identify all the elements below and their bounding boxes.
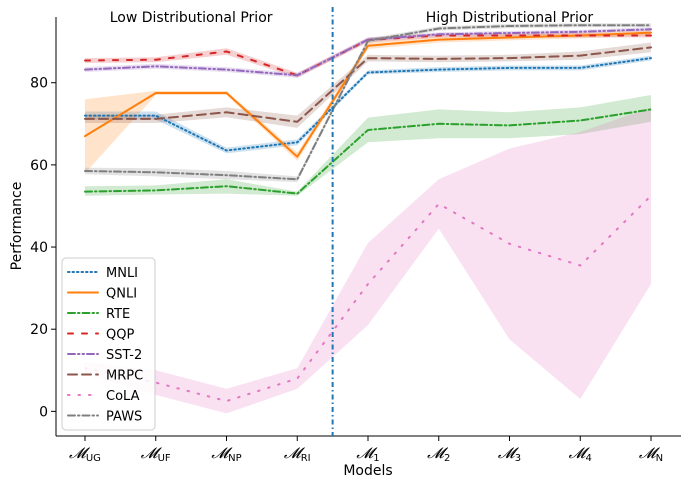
x-tick-label: 𝓜RI [284, 444, 311, 464]
y-axis-label: Performance [9, 182, 25, 271]
x-tick-label: 𝓜UF [141, 444, 171, 464]
y-tick-label: 0 [39, 404, 48, 420]
x-axis-label: Models [343, 463, 392, 479]
line-paws [84, 24, 652, 181]
line-rte [84, 108, 652, 195]
x-tick-label: 𝓜2 [427, 444, 450, 464]
legend-label-paws: PAWS [106, 410, 142, 425]
y-tick-label: 80 [30, 76, 48, 92]
line-qnli [84, 31, 652, 158]
band-rte [85, 95, 651, 196]
region-label: Low Distributional Prior [110, 10, 273, 26]
x-tick-label: 𝓜4 [569, 444, 592, 464]
x-ticks: 𝓜UG 𝓜UF 𝓜NP 𝓜RI 𝓜1 𝓜2 𝓜3 𝓜4 𝓜N [69, 436, 663, 464]
confidence-bands [85, 23, 651, 414]
y-tick-label: 20 [30, 322, 48, 338]
legend-label-qqp: QQP [106, 328, 134, 343]
legend-box [61, 257, 156, 431]
legend-label-mnli: MNLI [106, 266, 138, 281]
band-sst-2 [85, 27, 651, 78]
y-tick-label: 60 [30, 158, 48, 174]
legend-label-qnli: QNLI [106, 287, 137, 302]
legend-label-rte: RTE [106, 307, 130, 322]
region-label: High Distributional Prior [426, 10, 594, 26]
region-labels: Low Distributional Prior High Distributio… [110, 10, 594, 26]
x-tick-label: 𝓜1 [356, 444, 379, 464]
legend-label-mrpc: MRPC [106, 369, 143, 384]
series-lines [84, 24, 652, 403]
legend-label-sst-2: SST-2 [106, 348, 142, 363]
x-tick-label: 𝓜3 [498, 444, 521, 464]
legend: MNLI QNLI RTE QQP SST-2 MRPC CoLA PAWS [61, 257, 156, 431]
band-mnli [85, 55, 651, 154]
line-sst-2 [84, 28, 652, 77]
legend-label-cola: CoLA [106, 389, 140, 404]
x-tick-label: 𝓜UG [69, 444, 101, 464]
x-tick-label: 𝓜N [639, 444, 663, 464]
line-mrpc [84, 46, 652, 123]
x-tick-label: 𝓜NP [211, 444, 241, 464]
line-cola [84, 194, 652, 403]
band-cola [85, 107, 651, 414]
line-mnli [84, 57, 652, 152]
y-ticks: 0 20 40 60 80 [30, 76, 56, 420]
y-tick-label: 40 [30, 240, 48, 256]
